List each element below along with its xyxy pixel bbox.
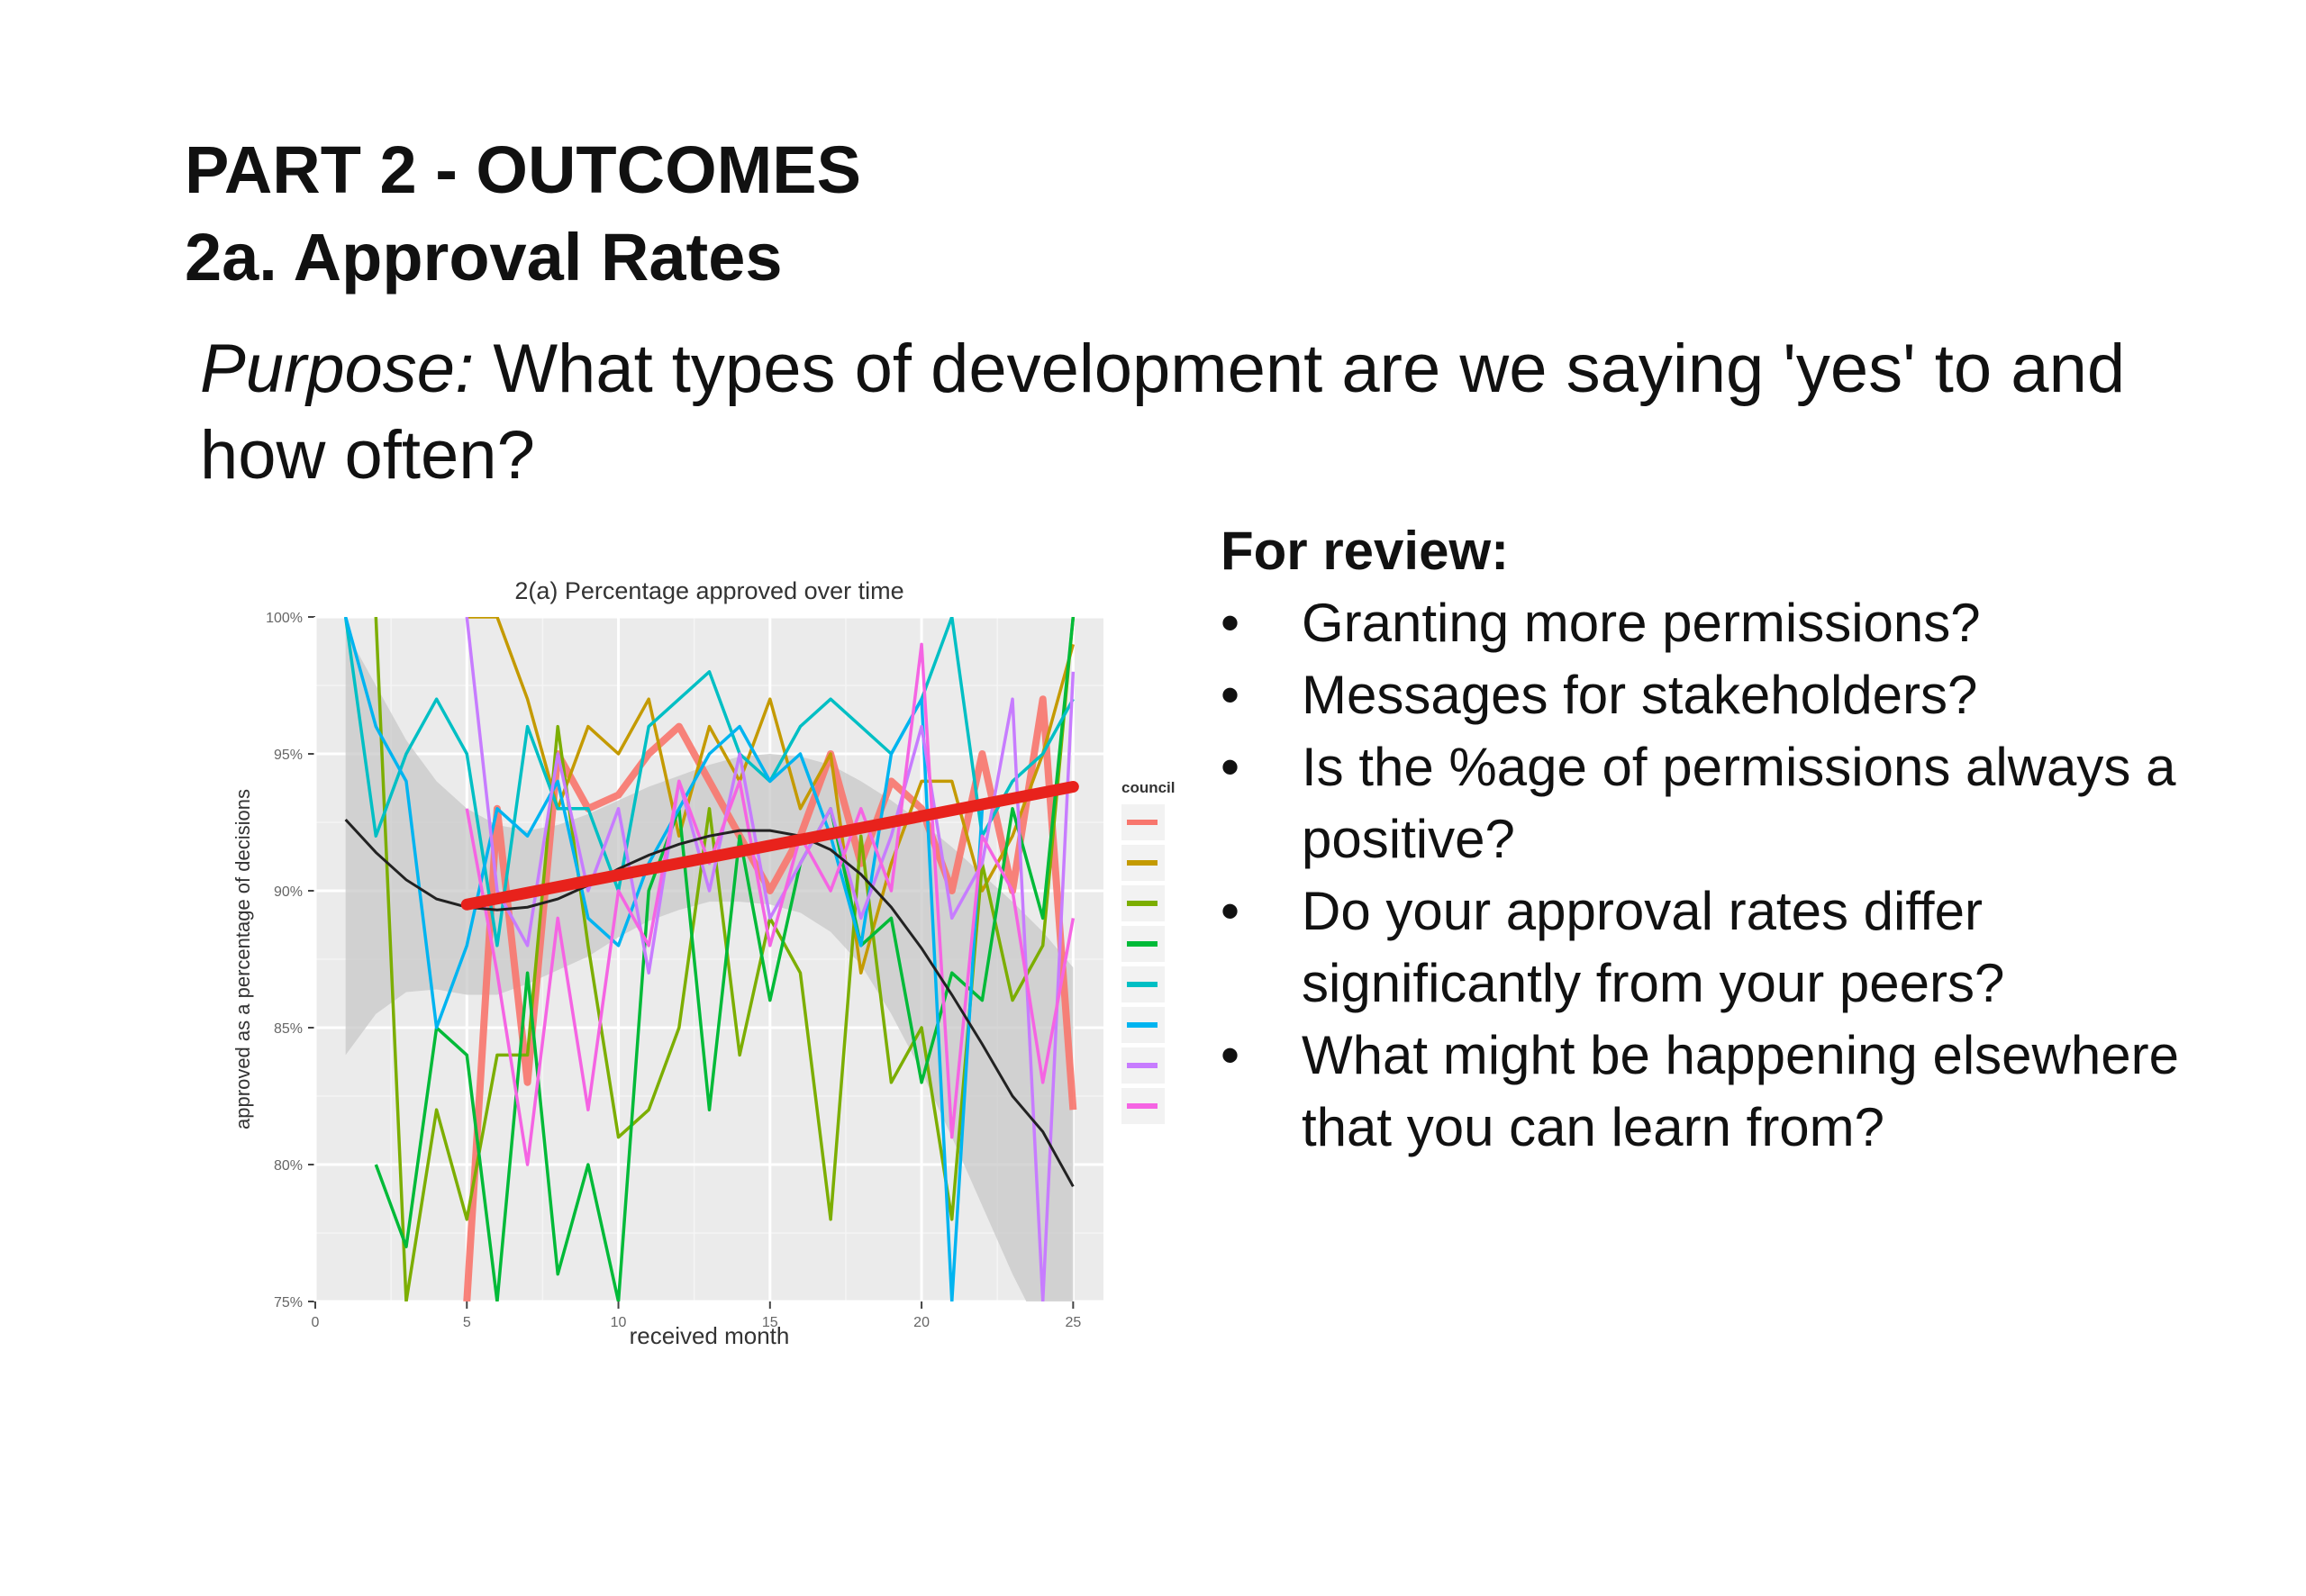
review-item-text: What might be happening elsewhere that y… <box>1302 1025 2179 1157</box>
series-line-2 <box>467 617 1076 975</box>
x-tick-label: 25 <box>1065 1315 1081 1330</box>
review-item-text: Do your approval rates differ significan… <box>1302 881 2005 1013</box>
x-axis-label: received month <box>630 1322 790 1349</box>
review-panel: For review: • Granting more permissions? … <box>1221 515 2274 1164</box>
purpose-statement: Purpose: What types of development are w… <box>200 326 2254 499</box>
review-heading: For review: <box>1221 521 1510 581</box>
y-tick-label: 80% <box>274 1158 303 1174</box>
bullet-icon: • <box>1221 1025 1240 1085</box>
y-tick-label: 100% <box>266 611 303 626</box>
y-tick-label: 95% <box>274 748 303 763</box>
legend-title: council <box>1121 779 1176 796</box>
review-item: • Do your approval rates differ significa… <box>1221 875 2274 1020</box>
y-tick-label: 75% <box>274 1295 303 1310</box>
x-tick-label: 10 <box>611 1315 627 1330</box>
part-title: PART 2 - OUTCOMES <box>185 132 861 207</box>
x-tick-label: 20 <box>913 1315 930 1330</box>
purpose-text: What types of development are we saying … <box>200 331 2126 494</box>
review-item: • Is the %age of permissions always a pos… <box>1221 731 2274 875</box>
review-item: • Messages for stakeholders? <box>1221 659 2274 731</box>
series-line-5 <box>343 617 1075 948</box>
x-tick-label: 5 <box>463 1315 471 1330</box>
review-item: • Granting more permissions? <box>1221 587 2274 659</box>
trend-line <box>460 780 1079 911</box>
purpose-label: Purpose: <box>200 331 475 407</box>
x-tick-label: 15 <box>762 1315 778 1330</box>
series-line-3 <box>374 617 1076 1301</box>
review-item-text: Is the %age of permissions always a posi… <box>1302 737 2176 869</box>
bullet-icon: • <box>1221 881 1240 941</box>
y-tick-label: 90% <box>274 884 303 900</box>
review-item-text: Granting more permissions? <box>1302 593 1981 653</box>
y-tick-label: 85% <box>274 1021 303 1037</box>
series-line-8 <box>465 642 1076 1166</box>
title-block: PART 2 - OUTCOMES 2a. Approval Rates <box>185 126 861 301</box>
bullet-icon: • <box>1221 665 1240 725</box>
chart-title: 2(a) Percentage approved over time <box>514 577 903 604</box>
section-title: 2a. Approval Rates <box>185 220 783 295</box>
series-line-1 <box>463 695 1077 1301</box>
y-axis-label: approved as a percentage of decisions <box>232 789 254 1129</box>
series-line-7 <box>465 617 1076 1301</box>
review-item-text: Messages for stakeholders? <box>1302 665 1978 725</box>
x-tick-label: 0 <box>312 1315 320 1330</box>
bullet-icon: • <box>1221 737 1240 797</box>
series-line-4 <box>374 617 1076 1301</box>
approval-chart: 75% 80% 85% 90% 95% 100% 0 5 10 15 20 25 2(a) Percen… <box>232 577 1176 1349</box>
bullet-icon: • <box>1221 593 1240 653</box>
review-list: • Granting more permissions? • Messages fo… <box>1221 587 2274 1164</box>
review-item: • What might be happening elsewhere that … <box>1221 1020 2274 1164</box>
